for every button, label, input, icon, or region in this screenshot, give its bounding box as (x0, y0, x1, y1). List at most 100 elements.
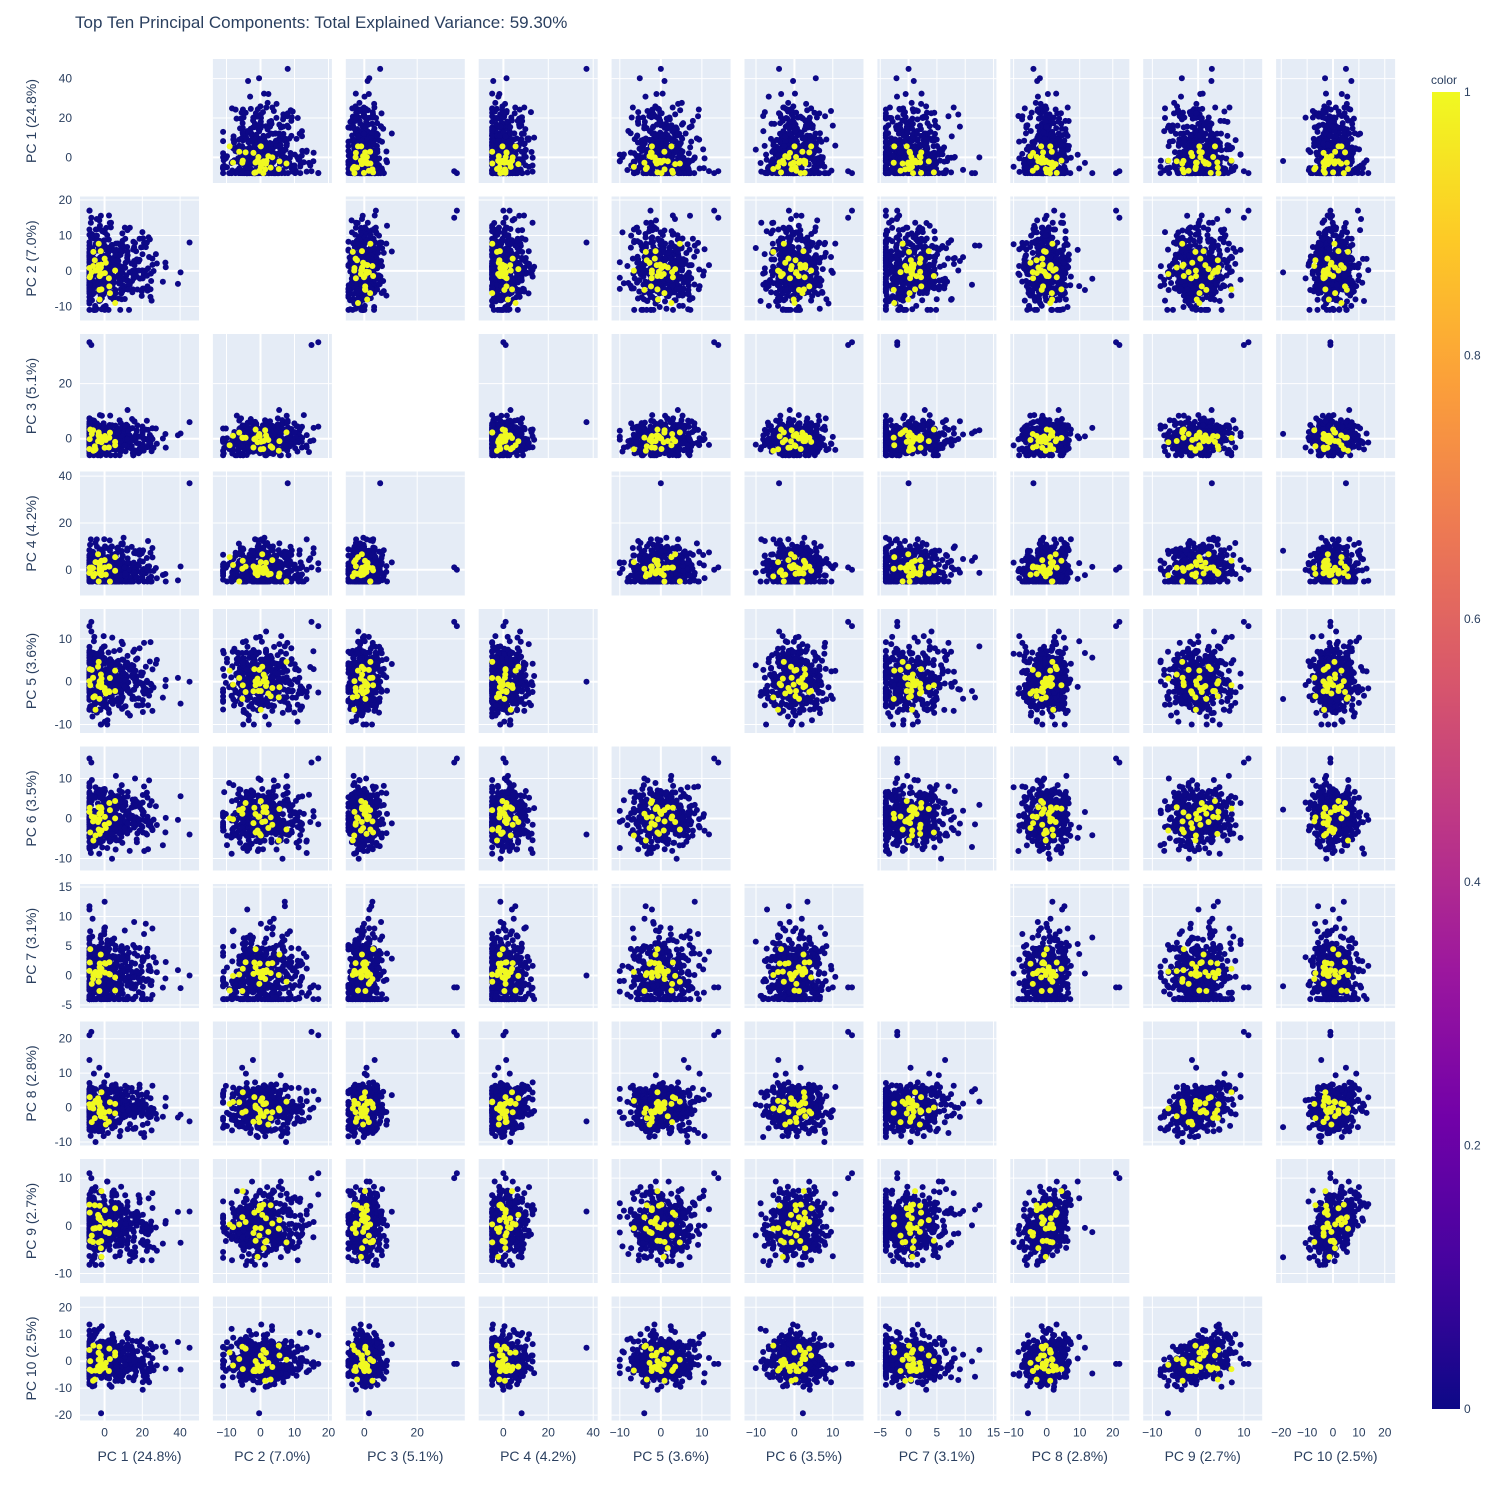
data-point (832, 143, 838, 149)
data-point (659, 110, 665, 116)
data-point (625, 128, 631, 134)
data-point-highlight (900, 161, 906, 167)
data-point (677, 107, 683, 113)
data-point (673, 148, 679, 154)
data-point (220, 138, 226, 144)
data-point (789, 107, 795, 113)
data-point (1053, 107, 1059, 113)
data-point (639, 154, 645, 160)
data-point (686, 150, 692, 156)
data-point (1241, 168, 1247, 174)
data-point (514, 135, 520, 141)
data-point (932, 131, 938, 137)
data-point (617, 158, 623, 164)
data-point (311, 150, 317, 156)
data-point (1197, 91, 1203, 97)
data-point (1348, 78, 1354, 84)
data-point-highlight (668, 143, 674, 149)
data-point (814, 115, 820, 121)
data-point (1207, 124, 1213, 130)
data-point (1116, 168, 1122, 174)
data-point (1065, 105, 1071, 111)
data-point-highlight (1214, 159, 1220, 165)
data-point (583, 66, 589, 72)
data-point (969, 170, 975, 176)
data-point (303, 149, 309, 155)
data-point (679, 136, 685, 142)
data-point (634, 133, 640, 139)
data-point (451, 168, 457, 174)
data-point (1179, 75, 1185, 81)
data-point-highlight (489, 149, 495, 155)
data-point (356, 100, 362, 106)
data-point-highlight (789, 166, 795, 172)
data-point (1189, 124, 1195, 130)
data-point (642, 94, 648, 100)
data-point (1033, 100, 1039, 106)
data-point (507, 124, 513, 130)
data-point (770, 142, 776, 148)
data-point (640, 115, 646, 121)
data-point-highlight (362, 149, 368, 155)
data-point-highlight (1189, 153, 1195, 159)
data-point (1035, 94, 1041, 100)
data-point (1058, 110, 1064, 116)
data-point-highlight (1039, 160, 1045, 166)
data-point (957, 124, 963, 130)
data-point-highlight (662, 166, 668, 172)
data-point (267, 124, 273, 130)
data-point (906, 66, 912, 72)
data-point (900, 105, 906, 111)
data-point (1015, 113, 1021, 119)
data-point (1035, 124, 1041, 130)
data-point (489, 105, 495, 111)
subplot-1-10 (1276, 59, 1395, 183)
data-point (239, 110, 245, 116)
data-point (260, 133, 266, 139)
data-point (1067, 170, 1073, 176)
subplot-1-9 (1143, 59, 1262, 183)
data-point-highlight (649, 143, 655, 149)
data-point (769, 159, 775, 165)
data-point-highlight (502, 166, 508, 172)
data-point-highlight (236, 149, 242, 155)
data-point (937, 146, 943, 152)
data-point (763, 152, 769, 158)
data-point (1218, 131, 1224, 137)
data-point (883, 155, 889, 161)
data-point (498, 124, 504, 130)
data-point (258, 119, 264, 125)
data-point (286, 136, 292, 142)
data-point (288, 107, 294, 113)
data-point (1024, 146, 1030, 152)
data-point (1195, 121, 1201, 127)
data-point (519, 149, 525, 155)
data-point (289, 114, 295, 120)
data-point-highlight (265, 153, 271, 159)
data-point-highlight (503, 149, 509, 155)
data-point (1170, 138, 1176, 144)
data-point-highlight (912, 158, 918, 164)
data-point (670, 104, 676, 110)
data-point-highlight (918, 170, 924, 176)
data-point (352, 126, 358, 132)
data-point-highlight (798, 170, 804, 176)
data-point (904, 124, 910, 130)
data-point (389, 130, 395, 136)
data-point (281, 147, 287, 153)
data-point-highlight (792, 143, 798, 149)
data-point (949, 133, 955, 139)
data-point-highlight (654, 158, 660, 164)
data-point (629, 114, 635, 120)
data-point (660, 133, 666, 139)
data-point (666, 116, 672, 122)
data-point-highlight (1046, 160, 1052, 166)
data-point (371, 101, 377, 107)
data-point (372, 151, 378, 157)
data-point (1175, 123, 1181, 129)
data-point (932, 118, 938, 124)
data-point-highlight (1054, 170, 1060, 176)
data-point (220, 129, 226, 135)
data-point-highlight (1228, 158, 1234, 164)
data-point (294, 136, 300, 142)
